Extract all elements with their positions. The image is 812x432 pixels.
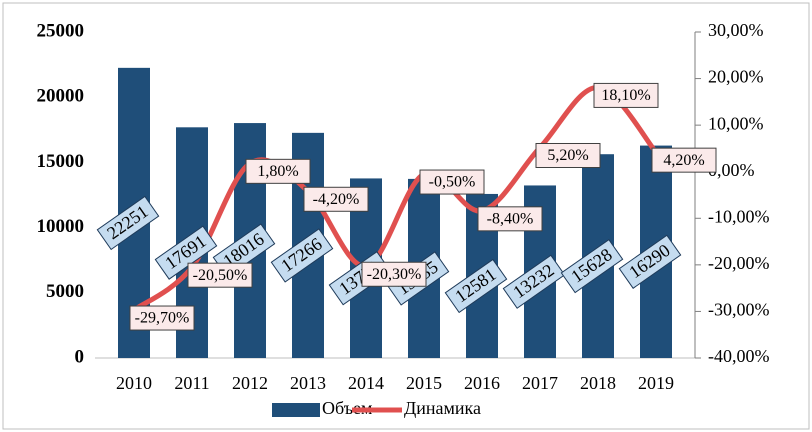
line-value-label: -29,70% [135,310,190,327]
y-tick-label: 25000 [37,20,85,41]
y2-tick-label: 0,00% [708,160,755,180]
legend-label: Динамика [404,398,481,418]
legend-label: Объем [322,398,372,418]
bar-label-box [270,228,334,283]
line-value-label: -20,30% [367,266,422,283]
line-label-box [593,82,659,108]
x-tick-label: 2016 [464,373,500,393]
line-label-box [651,147,717,173]
line-label-box [361,261,427,287]
x-tick-label: 2013 [290,373,326,393]
line-value-label: 5,20% [547,147,588,164]
y2-tick-label: -20,00% [708,253,770,273]
line [131,84,659,313]
x-tick-label: 2019 [638,373,674,393]
line-value-label: -20,50% [193,267,248,284]
line-label-box [419,169,485,195]
y-tick-label: 5000 [46,281,84,302]
line-label-box [303,186,369,212]
line-label-box [477,206,543,232]
line-value-label: -0,50% [429,174,476,191]
bar-label-box [502,254,566,309]
legend-swatch [272,403,320,417]
line-value-label: 1,80% [257,163,298,180]
y2-tick-label: 30,00% [708,20,764,40]
x-tick-label: 2010 [116,373,152,393]
bar-label-box [560,238,624,294]
y2-tick-label: -30,00% [708,300,770,320]
y2-tick-label: -10,00% [708,206,770,226]
y2-tick-label: 10,00% [708,113,764,133]
line-value-label: -4,20% [313,191,360,208]
x-tick-label: 2014 [348,373,384,393]
y-tick-label: 15000 [37,151,85,172]
y-tick-label: 10000 [37,216,85,237]
line-label-box [535,142,601,168]
line-label-box [187,262,253,288]
bar-label-box [154,225,218,280]
line-value-label: -8,40% [487,211,534,228]
x-tick-label: 2018 [580,373,616,393]
x-tick-label: 2017 [522,373,558,393]
x-tick-label: 2011 [174,373,209,393]
bar-label-box [444,258,508,314]
line-value-label: 4,20% [663,152,704,169]
line-label-box [245,158,311,184]
y-tick-label: 0 [75,346,85,367]
y2-tick-label: 20,00% [708,67,764,87]
line-value-label: 18,10% [601,87,650,104]
y-tick-label: 20000 [37,86,85,107]
x-tick-label: 2015 [406,373,442,393]
bar-label-box [96,195,160,251]
y2-tick-label: -40,00% [708,346,770,366]
line-label-box [129,305,195,331]
bar-label-box [618,234,682,289]
x-tick-label: 2012 [232,373,268,393]
